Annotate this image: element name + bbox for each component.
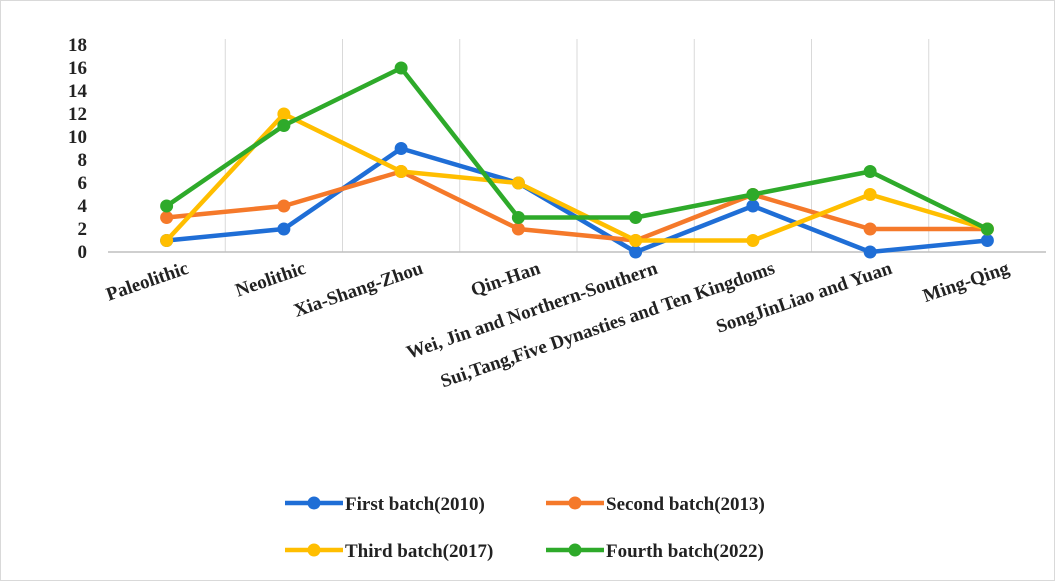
data-point — [863, 188, 877, 201]
data-point — [277, 107, 291, 121]
data-point — [629, 211, 643, 224]
y-tick-label: 18 — [68, 35, 87, 56]
legend-swatch-marker — [307, 543, 321, 557]
x-tick-label: Xia-Shang-Zhou — [291, 258, 426, 322]
y-tick-label: 12 — [68, 104, 87, 125]
data-point — [746, 234, 760, 247]
data-point — [863, 165, 877, 178]
legend: First batch(2010) Second batch(2013) Third… — [285, 494, 765, 562]
data-point — [277, 199, 291, 213]
data-point — [511, 211, 525, 224]
legend-item: Second batch(2013) — [546, 494, 765, 515]
legend-label: Second batch(2013) — [606, 494, 765, 515]
data-point — [629, 234, 643, 247]
y-tick-label: 8 — [78, 150, 88, 171]
data-point — [746, 188, 760, 201]
data-point — [629, 245, 643, 259]
legend-item: Third batch(2017) — [285, 541, 493, 562]
legend-label: Third batch(2017) — [345, 541, 493, 562]
y-tick-label: 14 — [68, 81, 88, 102]
data-point — [863, 245, 877, 259]
y-tick-label: 0 — [78, 242, 88, 263]
data-point — [394, 142, 408, 155]
legend-label: Fourth batch(2022) — [606, 541, 764, 562]
series-group — [160, 61, 994, 259]
y-tick-label: 2 — [78, 219, 88, 240]
x-tick-label: Paleolithic — [104, 258, 192, 306]
data-point — [160, 234, 174, 247]
series-4 — [160, 61, 994, 236]
legend-swatch-marker — [307, 496, 321, 510]
legend-swatch-marker — [568, 496, 582, 510]
data-point — [980, 234, 994, 247]
y-tick-label: 4 — [78, 196, 88, 217]
data-point — [980, 222, 994, 236]
data-point — [511, 176, 525, 190]
data-point — [511, 222, 525, 236]
x-tick-label: Qin-Han — [468, 258, 543, 301]
legend-swatch-marker — [568, 543, 582, 557]
series-line — [164, 169, 990, 243]
data-point — [277, 222, 291, 236]
data-point — [160, 211, 174, 224]
y-tick-label: 10 — [68, 127, 87, 148]
series-line — [164, 111, 990, 243]
series-line — [164, 65, 990, 232]
y-tick-label: 6 — [78, 173, 88, 194]
x-tick-label: Neolithic — [233, 258, 309, 302]
data-point — [394, 61, 408, 75]
data-point — [746, 199, 760, 213]
y-tick-label: 16 — [68, 58, 87, 79]
data-point — [863, 222, 877, 236]
data-point — [160, 199, 174, 213]
legend-label: First batch(2010) — [345, 494, 485, 515]
legend-item: First batch(2010) — [285, 494, 485, 515]
data-point — [277, 119, 291, 132]
data-point — [394, 165, 408, 178]
legend-item: Fourth batch(2022) — [546, 541, 764, 562]
x-tick-label: Ming-Qing — [920, 258, 1012, 307]
